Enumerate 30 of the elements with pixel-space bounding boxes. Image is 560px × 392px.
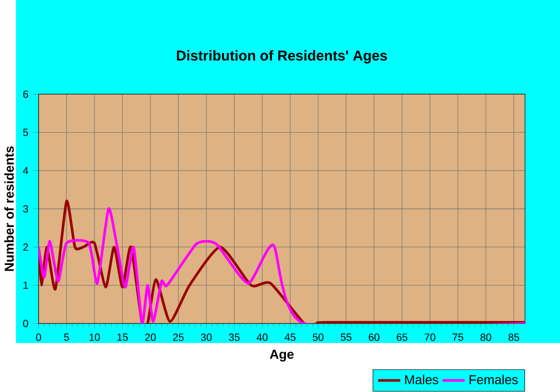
y-tick-label: 3 bbox=[23, 205, 28, 213]
legend-label: Males bbox=[405, 374, 438, 384]
x-tick-label: 45 bbox=[284, 334, 296, 342]
x-axis-title: Age bbox=[270, 350, 294, 362]
y-tick-label: 0 bbox=[23, 320, 28, 328]
x-tick-label: 0 bbox=[36, 334, 42, 342]
x-tick-label: 50 bbox=[312, 334, 324, 342]
y-tick-label: 4 bbox=[22, 167, 28, 174]
y-tick-label: 1 bbox=[24, 282, 28, 290]
x-tick-label: 65 bbox=[396, 334, 408, 342]
x-tick-label: 20 bbox=[145, 334, 156, 342]
x-tick-label: 80 bbox=[480, 334, 492, 342]
x-tick-label: 85 bbox=[508, 334, 520, 342]
legend-label: Females bbox=[470, 374, 518, 384]
x-tick-label: 60 bbox=[368, 334, 380, 342]
x-tick-label: 5 bbox=[64, 334, 69, 342]
y-tick-label: 2 bbox=[23, 244, 28, 251]
x-tick-label: 75 bbox=[452, 334, 464, 342]
y-axis-title: Number of residents bbox=[4, 146, 14, 272]
x-tick-label: 10 bbox=[90, 334, 100, 342]
y-tick-label: 5 bbox=[23, 129, 28, 136]
x-tick-label: 35 bbox=[228, 334, 240, 342]
x-tick-label: 55 bbox=[340, 334, 352, 342]
x-tick-label: 15 bbox=[117, 334, 128, 342]
x-tick-label: 25 bbox=[173, 334, 184, 342]
x-tick-label: 70 bbox=[424, 334, 436, 342]
x-tick-label: 30 bbox=[200, 334, 212, 342]
y-tick-label: 6 bbox=[23, 90, 28, 98]
x-tick-label: 40 bbox=[256, 334, 268, 342]
chart-title: Distribution of Residents' Ages bbox=[176, 50, 387, 64]
